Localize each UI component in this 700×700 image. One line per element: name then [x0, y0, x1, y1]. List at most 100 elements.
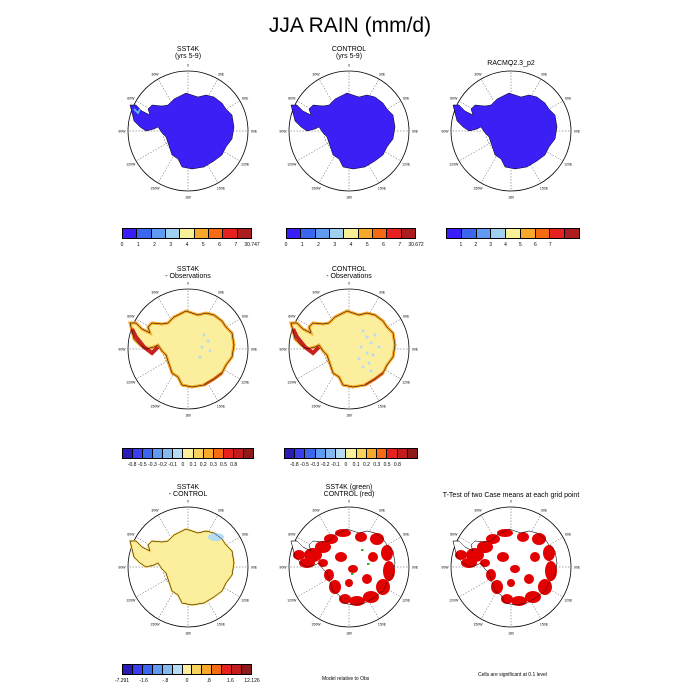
longitude-label: 150W: [473, 623, 483, 627]
note-model-relative: Model relative to Obs: [322, 676, 370, 682]
legend-swatch: [387, 229, 402, 238]
longitude-label: 30W: [474, 508, 482, 512]
map-boundary-circle: [127, 288, 249, 410]
significance-cell-cluster: [355, 532, 367, 542]
panel-title-line1: CONTROL: [331, 266, 367, 273]
significance-cell-cluster: [362, 574, 372, 584]
legend-label: 2: [474, 242, 478, 248]
longitude-label: 120W: [126, 599, 136, 603]
significance-cell-green: [361, 549, 364, 551]
legend-swatch: [132, 665, 143, 674]
longitude-label: 30E: [218, 72, 225, 76]
significance-cell-cluster: [293, 550, 305, 560]
negative-anomaly-cell: [361, 365, 365, 369]
significance-cell-cluster: [318, 559, 328, 567]
legend-swatch: [202, 665, 213, 674]
continent-fill: [290, 92, 396, 170]
longitude-label: 120W: [287, 163, 297, 167]
longitude-label: 90E: [412, 130, 419, 134]
panel-title-line1: SST4K: [176, 484, 200, 491]
legend-swatch: [193, 449, 204, 458]
longitude-label: 150E: [378, 405, 387, 409]
negative-anomaly-patch: [208, 533, 224, 541]
longitude-label: 60W: [127, 97, 135, 101]
legend-swatch: [397, 449, 408, 458]
longitude-label: 0: [348, 282, 350, 286]
significance-cell-cluster: [370, 533, 384, 545]
longitude-label: 0: [348, 64, 350, 68]
longitude-label: 180: [185, 414, 191, 418]
coastline: [290, 310, 396, 388]
longitude-label: 30E: [218, 290, 225, 294]
legend-swatch: [203, 449, 214, 458]
significance-cell-cluster: [335, 529, 351, 537]
longitude-label: 30E: [218, 508, 225, 512]
longitude-label: 120E: [564, 599, 573, 603]
legend-swatch: [336, 449, 347, 458]
legend-swatch: [232, 665, 243, 674]
legend-swatch: [358, 229, 373, 238]
longitude-label: 30E: [379, 72, 386, 76]
longitude-label: 90W: [279, 348, 287, 352]
peninsula-red-band: [130, 328, 160, 356]
map-boundary-circle: [450, 506, 572, 628]
legend-swatch: [212, 665, 223, 674]
panel-title-line2: - Observations: [165, 273, 211, 280]
legend-swatch: [356, 449, 367, 458]
legend-swatch: [233, 449, 244, 458]
significance-cell-cluster: [461, 558, 477, 568]
legend-swatch: [172, 665, 183, 674]
map-boundary-circle: [288, 506, 410, 628]
legend-swatch: [305, 449, 316, 458]
legend-swatch: [183, 449, 194, 458]
legend-label: 2: [153, 242, 156, 248]
longitude-label: 60W: [288, 533, 296, 537]
legend-swatch: [491, 229, 507, 238]
legend-swatch: [180, 229, 195, 238]
legend-label: -0.8: [289, 462, 299, 468]
legend-swatch: [535, 229, 551, 238]
legend-swatch: [325, 449, 337, 458]
legend-label: 1: [459, 242, 463, 248]
significance-cell-cluster: [501, 594, 513, 604]
significance-cell-cluster: [383, 561, 395, 581]
negative-anomaly-cell: [357, 357, 361, 361]
longitude-label: 120W: [287, 599, 297, 603]
legend-swatch: [123, 665, 133, 674]
longitude-label: 60E: [403, 97, 410, 101]
map-boundary-circle: [288, 70, 410, 192]
legend-label: 2: [317, 242, 320, 248]
panel-title-line2: - Observations: [326, 273, 372, 280]
legend-label: 0.1: [189, 462, 197, 468]
longitude-label: 120W: [449, 163, 459, 167]
legend-label: 0.5: [383, 462, 391, 468]
coastline: [290, 528, 396, 606]
longitude-label: 60W: [288, 315, 296, 319]
polar-map-sst4k: 0 30E 60E 90E 120E 150E 180 150W 120W 90W 60W 30W: [118, 64, 257, 200]
longitude-label: 90W: [118, 348, 126, 352]
negative-anomaly-cell: [367, 361, 371, 365]
legend-label: 5: [519, 242, 522, 248]
significance-cell-cluster: [348, 565, 358, 573]
longitude-label: 60E: [403, 533, 410, 537]
longitude-label: 90E: [574, 130, 581, 134]
panel-title-line1: RACMO2.3_p2: [487, 60, 535, 67]
panel-title-line1: SST4K (green): [325, 484, 373, 491]
legend-label: 6: [533, 242, 537, 248]
legend-swatch: [151, 229, 166, 238]
negative-anomaly-cell: [365, 335, 369, 339]
continent-fill: [452, 92, 558, 170]
legend-swatch: [143, 449, 154, 458]
legend-swatch: [137, 229, 152, 238]
panel-control-abs: CONTROL (yrs 5-9) 0 30E 60E 90E 120E 150E 180 1…: [269, 46, 429, 208]
legend-label: 7: [548, 242, 552, 248]
legend-label: 0: [181, 462, 185, 468]
longitude-label: 180: [508, 196, 514, 200]
longitude-label: 90W: [441, 566, 449, 570]
legend-label: 0.2: [199, 462, 207, 468]
legend-label: -0.3: [148, 462, 157, 468]
legend-swatch: [242, 665, 251, 674]
longitude-label: 180: [185, 632, 191, 636]
negative-anomaly-cell: [206, 339, 210, 343]
longitude-label: 150E: [378, 623, 387, 627]
